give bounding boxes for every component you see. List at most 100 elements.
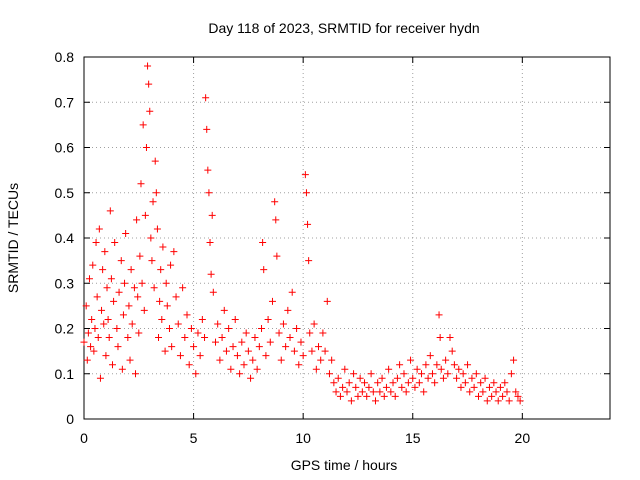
data-point [167, 261, 175, 269]
data-point [80, 338, 88, 346]
data-point [424, 374, 432, 382]
data-point [98, 306, 106, 314]
data-point [110, 297, 118, 305]
data-point [350, 370, 358, 378]
data-point [470, 383, 478, 391]
data-point [146, 107, 154, 115]
data-point [162, 279, 170, 287]
data-point [124, 334, 132, 342]
data-point [475, 392, 482, 400]
data-point [446, 334, 454, 342]
data-point [135, 329, 143, 337]
data-point [273, 252, 281, 260]
data-point [100, 320, 108, 328]
data-point [319, 329, 327, 337]
data-point [255, 343, 263, 351]
data-point [117, 257, 125, 265]
data-point [431, 379, 439, 387]
data-point [118, 365, 126, 373]
data-point [328, 356, 336, 364]
data-point [121, 279, 129, 287]
x-axis-ticks: 0 5 10 15 20 [80, 57, 530, 446]
data-point [347, 397, 355, 405]
data-point [488, 392, 496, 400]
data-point [436, 334, 444, 342]
data-point [136, 252, 144, 260]
data-point [439, 374, 447, 382]
data-point [358, 388, 366, 396]
y-tick-label: 0.8 [55, 49, 75, 65]
data-point [466, 388, 474, 396]
data-point [277, 356, 285, 364]
data-point [325, 370, 333, 378]
data-point [450, 361, 458, 369]
y-tick-label: 0.3 [55, 275, 75, 291]
data-point [115, 288, 123, 296]
data-point [172, 293, 180, 301]
data-point [339, 383, 347, 391]
data-point [149, 198, 157, 206]
data-point [114, 343, 122, 351]
data-point [198, 315, 206, 323]
data-point [152, 189, 160, 197]
data-point [258, 325, 266, 332]
data-point [209, 288, 217, 296]
data-point [492, 388, 500, 396]
data-point [396, 361, 404, 369]
data-point [176, 352, 184, 360]
data-point [158, 315, 166, 323]
data-point [299, 352, 307, 360]
data-point [301, 171, 309, 179]
data-point [249, 356, 257, 364]
data-point [413, 365, 421, 373]
data-point [134, 293, 142, 301]
data-point [426, 352, 434, 360]
data-point [185, 361, 193, 369]
data-point [242, 329, 250, 337]
data-point [170, 248, 178, 256]
data-point [288, 288, 296, 296]
data-point [494, 397, 502, 405]
data-point [225, 325, 233, 332]
data-point [306, 329, 314, 337]
data-point [304, 220, 312, 228]
data-point [367, 370, 375, 378]
data-point [214, 320, 222, 328]
data-point [132, 370, 140, 378]
data-point [448, 347, 456, 355]
data-point [442, 356, 450, 364]
data-point [229, 343, 237, 351]
data-point [321, 347, 329, 355]
data-point [433, 361, 441, 369]
data-point [84, 329, 92, 337]
data-point [155, 334, 163, 342]
y-axis-label: SRMTID / TECUs [5, 183, 21, 293]
data-point [268, 297, 276, 305]
data-point [104, 315, 112, 323]
data-point [352, 383, 360, 391]
data-point [141, 211, 149, 219]
data-point [251, 334, 259, 342]
y-tick-label: 0.6 [55, 140, 75, 156]
y-tick-label: 0.2 [55, 321, 75, 337]
data-point [323, 297, 331, 305]
data-point [332, 388, 340, 396]
data-point [93, 293, 101, 301]
data-point [305, 257, 313, 265]
data-point [150, 284, 158, 292]
data-point [83, 356, 91, 364]
data-point [139, 121, 147, 129]
data-point [345, 379, 353, 387]
data-point [310, 320, 318, 328]
data-point [411, 383, 419, 391]
data-point [363, 392, 371, 400]
data-point [391, 392, 399, 400]
data-point [428, 370, 436, 378]
data-point [156, 297, 164, 305]
data-point [371, 397, 379, 405]
data-point [113, 325, 121, 332]
data-point [90, 347, 98, 355]
x-tick-label: 0 [80, 430, 88, 446]
data-point [437, 365, 445, 373]
